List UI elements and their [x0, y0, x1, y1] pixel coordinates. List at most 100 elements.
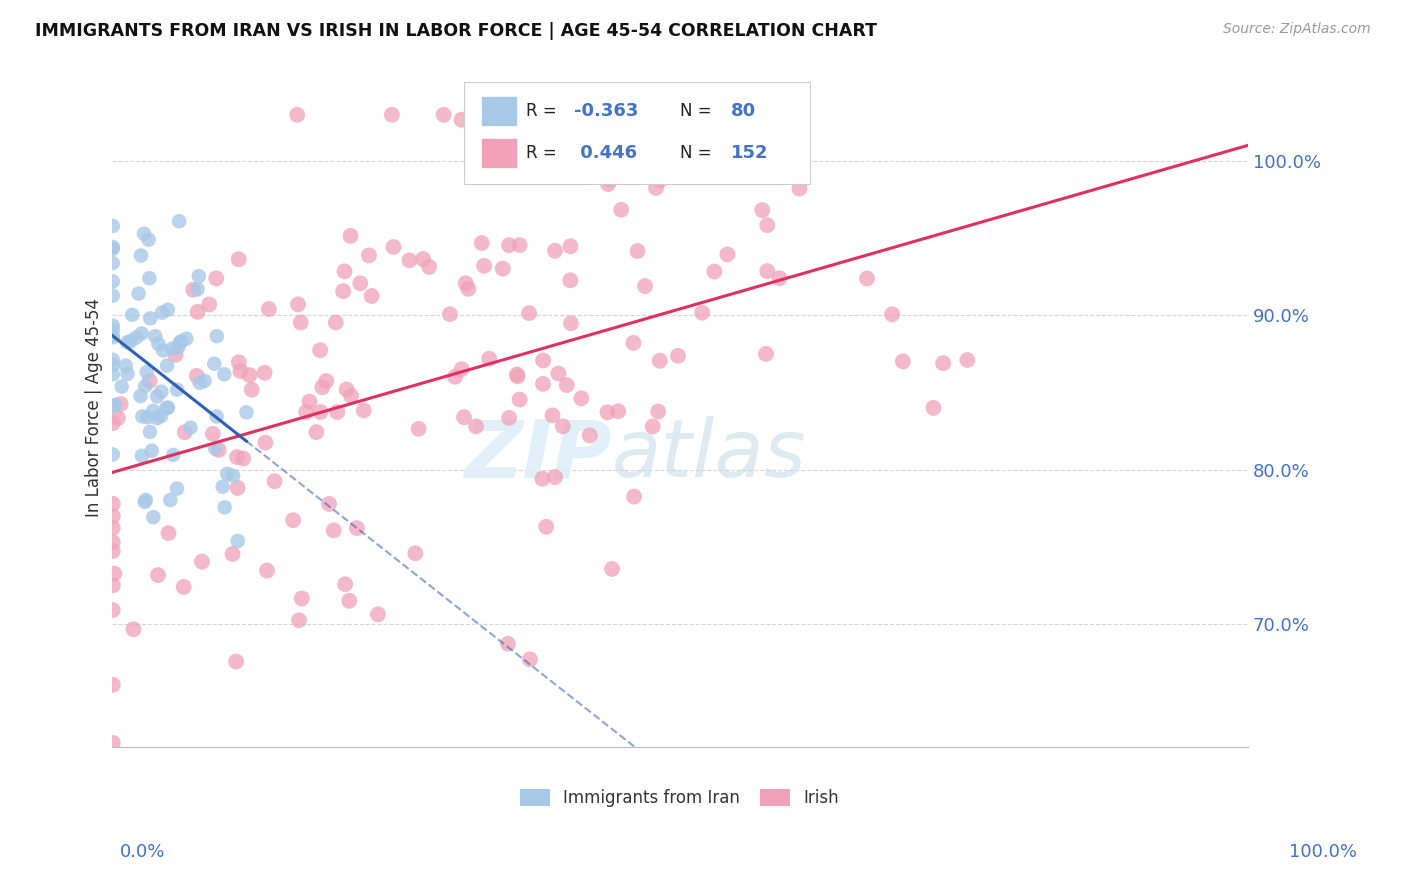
Point [544, 244, 567, 258]
Point [666, 349, 689, 363]
Point [339, 228, 361, 243]
Point [716, 247, 738, 261]
Point [596, 405, 619, 419]
Point [187, 305, 209, 319]
Point [336, 383, 359, 397]
Point [198, 297, 221, 311]
Point [309, 343, 332, 358]
Point [531, 472, 554, 486]
Point [472, 259, 495, 273]
Point [193, 374, 215, 388]
Text: Source: ZipAtlas.com: Source: ZipAtlas.com [1223, 22, 1371, 37]
Point [257, 301, 280, 316]
Point [150, 384, 173, 399]
Point [170, 334, 193, 349]
Point [333, 577, 356, 591]
Point [544, 470, 567, 484]
Point [531, 353, 554, 368]
Point [115, 335, 138, 350]
Point [281, 513, 304, 527]
Text: R =: R = [526, 145, 562, 162]
Point [101, 509, 124, 524]
Point [135, 492, 157, 507]
Point [418, 260, 440, 274]
Point [616, 123, 638, 137]
Point [181, 283, 204, 297]
Point [103, 566, 125, 581]
Point [457, 282, 479, 296]
Point [551, 419, 574, 434]
Point [287, 297, 309, 311]
Point [623, 490, 645, 504]
Point [647, 404, 669, 418]
Point [531, 376, 554, 391]
Point [520, 164, 543, 178]
Point [205, 409, 228, 424]
Point [214, 368, 236, 382]
Point [187, 269, 209, 284]
Point [650, 173, 672, 187]
Point [496, 637, 519, 651]
Point [101, 736, 124, 750]
Point [101, 399, 124, 413]
Point [450, 112, 472, 127]
Point [607, 404, 630, 418]
Point [101, 318, 124, 333]
Point [626, 244, 648, 258]
Point [139, 425, 162, 439]
Point [122, 622, 145, 636]
Point [204, 442, 226, 456]
Point [600, 562, 623, 576]
Point [956, 353, 979, 368]
Point [756, 218, 779, 232]
Point [217, 467, 239, 481]
Point [101, 368, 124, 382]
Point [139, 311, 162, 326]
Point [353, 403, 375, 417]
Point [114, 359, 136, 373]
Point [322, 524, 344, 538]
Point [519, 652, 541, 666]
Point [101, 256, 124, 270]
Point [101, 535, 124, 549]
Point [254, 435, 277, 450]
Point [155, 401, 177, 415]
Point [228, 252, 250, 267]
Point [444, 369, 467, 384]
Point [166, 482, 188, 496]
Point [117, 367, 139, 381]
Point [150, 305, 173, 319]
Text: 80: 80 [731, 103, 756, 120]
Point [240, 383, 263, 397]
Point [226, 533, 249, 548]
Point [202, 357, 225, 371]
Point [596, 177, 619, 191]
Point [569, 392, 592, 406]
Point [173, 425, 195, 440]
Point [101, 352, 124, 367]
Point [167, 340, 190, 354]
Point [333, 264, 356, 278]
Point [187, 282, 209, 296]
Point [454, 277, 477, 291]
Point [922, 401, 945, 415]
Text: -0.363: -0.363 [574, 103, 638, 120]
Point [129, 248, 152, 262]
Point [111, 379, 134, 393]
Point [134, 379, 156, 393]
Point [101, 447, 124, 461]
Point [408, 422, 430, 436]
Point [290, 315, 312, 329]
Point [214, 500, 236, 515]
Point [225, 655, 247, 669]
Point [555, 378, 578, 392]
Point [228, 355, 250, 369]
Point [159, 493, 181, 508]
Point [226, 481, 249, 495]
Point [165, 348, 187, 362]
Point [315, 374, 337, 388]
Point [101, 288, 124, 302]
Text: ZIP: ZIP [464, 417, 612, 494]
Text: N =: N = [679, 145, 717, 162]
Point [162, 448, 184, 462]
